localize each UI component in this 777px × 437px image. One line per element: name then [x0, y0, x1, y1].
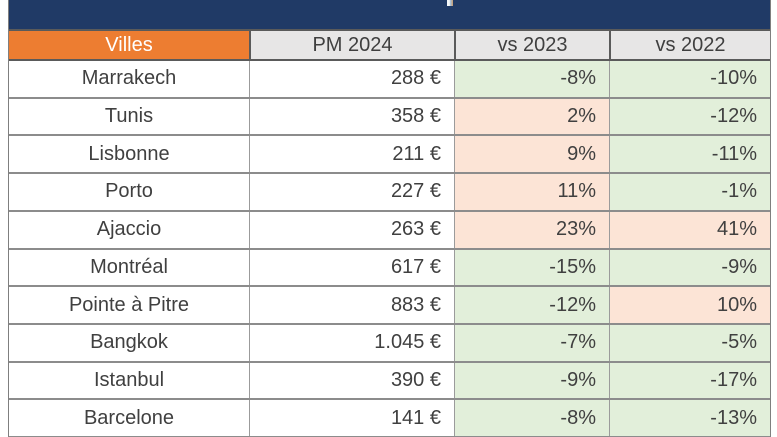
table-row: Lisbonne 211 € 9% -11% — [9, 136, 770, 175]
vs-2022-cell: -13% — [609, 400, 770, 437]
pm-2024-cell: 211 € — [249, 136, 454, 173]
city-cell: Ajaccio — [96, 218, 162, 241]
city-cell: Bangkok — [90, 331, 168, 354]
city-cell: Montréal — [90, 255, 168, 278]
vs-2022-cell: -1% — [609, 174, 770, 210]
city-cell: Istanbul — [93, 368, 165, 391]
vs-2022-cell: -5% — [609, 324, 770, 361]
title-banner — [9, 0, 770, 29]
pm-2024-cell: 263 € — [249, 211, 454, 248]
table-header-row: Villes PM 2024 vs 2023 vs 2022 — [9, 29, 770, 61]
vs-2022-cell: 41% — [609, 211, 770, 248]
city-cell: Barcelone — [83, 406, 175, 429]
pm-2024-cell: 227 € — [249, 174, 454, 210]
city-price-table: Villes PM 2024 vs 2023 vs 2022 Marrakech… — [8, 0, 771, 437]
vs-2023-cell: -12% — [454, 287, 609, 323]
vs-2023-cell: 11% — [454, 174, 609, 210]
vs-2022-cell: -11% — [609, 136, 770, 173]
table-row: Barcelone 141 € -8% -13% — [9, 400, 770, 437]
pm-2024-cell: 141 € — [249, 400, 454, 437]
table-body: Marrakech 288 € -8% -10% Tunis 358 € 2% … — [9, 61, 770, 437]
table-row: Montréal 617 € -15% -9% — [9, 249, 770, 288]
pm-2024-cell: 288 € — [249, 61, 454, 97]
vs-2022-cell: -10% — [609, 61, 770, 97]
vs-2022-cell: -12% — [609, 98, 770, 135]
pm-2024-cell: 390 € — [249, 362, 454, 399]
column-header-vs-2023: vs 2023 — [454, 31, 609, 59]
table-row: Istanbul 390 € -9% -17% — [9, 362, 770, 401]
vs-2023-cell: -15% — [454, 249, 609, 286]
vs-2023-cell: 2% — [454, 98, 609, 135]
pm-2024-cell: 617 € — [249, 249, 454, 286]
pm-2024-cell: 883 € — [249, 287, 454, 323]
vs-2022-cell: -17% — [609, 362, 770, 399]
city-cell: Lisbonne — [88, 142, 170, 165]
city-cell: Marrakech — [81, 67, 177, 90]
vs-2023-cell: -8% — [454, 61, 609, 97]
table-row: Porto 227 € 11% -1% — [9, 174, 770, 212]
vs-2022-cell: -9% — [609, 249, 770, 286]
column-header-villes: Villes — [9, 31, 249, 59]
column-header-pm-2024: PM 2024 — [249, 31, 454, 59]
pm-2024-cell: 358 € — [249, 98, 454, 135]
vs-2023-cell: -9% — [454, 362, 609, 399]
city-cell: Porto — [105, 180, 153, 203]
pm-2024-cell: 1.045 € — [249, 324, 454, 361]
vs-2022-cell: 10% — [609, 287, 770, 323]
table-row: Bangkok 1.045 € -7% -5% — [9, 324, 770, 363]
table-row: Marrakech 288 € -8% -10% — [9, 61, 770, 99]
vs-2023-cell: 23% — [454, 211, 609, 248]
vs-2023-cell: -7% — [454, 324, 609, 361]
city-cell: Tunis — [104, 105, 154, 128]
table-row: Tunis 358 € 2% -12% — [9, 98, 770, 137]
table-row: Pointe à Pitre 883 € -12% 10% — [9, 287, 770, 325]
city-cell: Pointe à Pitre — [68, 293, 190, 316]
cutoff-title-glyph — [447, 0, 453, 6]
vs-2023-cell: -8% — [454, 400, 609, 437]
column-header-vs-2022: vs 2022 — [609, 31, 770, 59]
vs-2023-cell: 9% — [454, 136, 609, 173]
table-row: Ajaccio 263 € 23% 41% — [9, 211, 770, 250]
